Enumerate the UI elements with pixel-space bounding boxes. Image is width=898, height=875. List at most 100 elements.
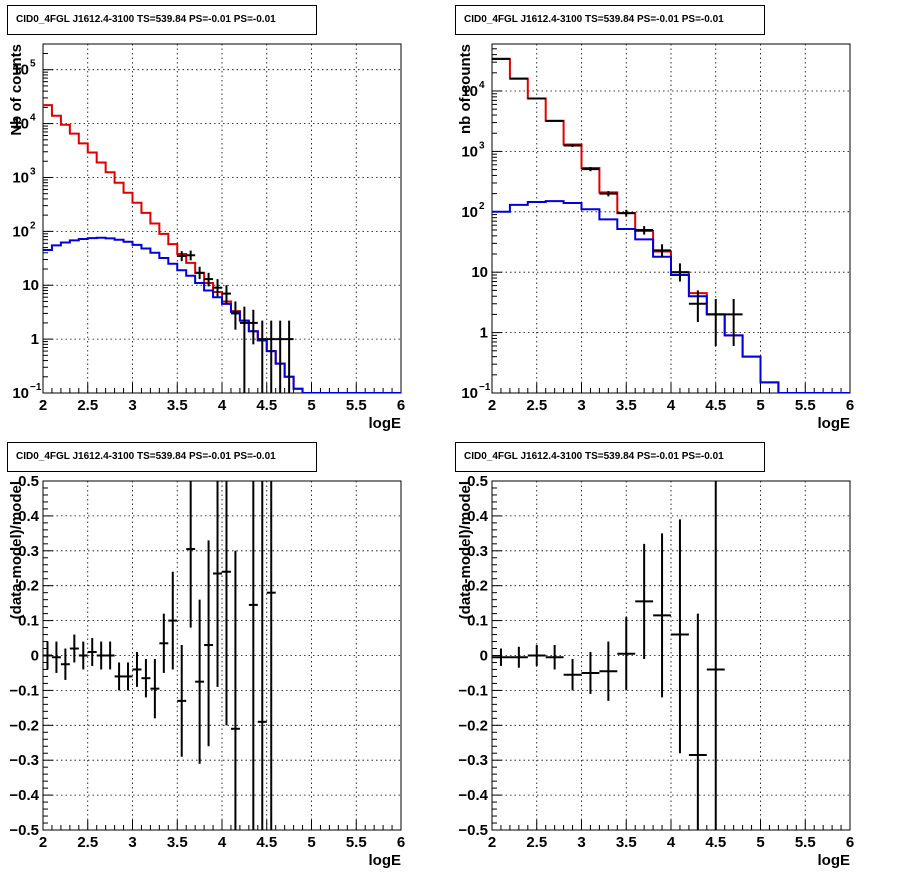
data-point (509, 77, 528, 80)
y-tick-label: 0.3 (467, 543, 488, 560)
data-point (635, 226, 654, 235)
y-tick-label: 0.4 (467, 508, 489, 525)
y-tick-label: 0.3 (18, 543, 39, 560)
data-point (509, 646, 528, 668)
data-point (266, 320, 276, 393)
x-tick-label: 4.5 (705, 834, 726, 851)
data-point (617, 209, 636, 217)
y-tick-label: 1 (31, 331, 39, 348)
x-tick-label: 2 (488, 834, 496, 851)
series-blue-histogram (492, 200, 850, 393)
data-point (581, 167, 600, 172)
x-tick-label: 2 (39, 834, 47, 851)
plot-frame (491, 43, 851, 394)
x-tick-label: 4.5 (256, 397, 277, 414)
data-point (284, 320, 294, 393)
data-point (204, 272, 214, 287)
data-point (222, 285, 231, 304)
data-point (545, 119, 564, 122)
data-point (688, 290, 707, 322)
x-tick-label: 5 (756, 397, 764, 414)
y-tick-label: 0.1 (18, 613, 39, 630)
x-tick-label: 5 (307, 834, 315, 851)
y-tick-label: −0.1 (458, 682, 488, 699)
x-tick-label: 2 (488, 397, 496, 414)
data-point (177, 251, 187, 262)
data-point (527, 97, 546, 100)
data-point (51, 641, 61, 673)
x-tick-label: 3.5 (616, 834, 637, 851)
data-point (60, 648, 70, 680)
x-tick-label: 6 (846, 834, 854, 851)
y-tick-exponent: 5 (30, 59, 36, 70)
x-tick-label: 2.5 (77, 397, 98, 414)
y-tick-label: 0.5 (18, 473, 39, 490)
y-tick-label: −0.3 (458, 752, 488, 769)
x-tick-label: 6 (397, 834, 405, 851)
x-tick-label: 3 (577, 834, 585, 851)
y-tick-label: −0.1 (9, 682, 39, 699)
panel-2-title: CID0_4FGL J1612.4-3100 TS=539.84 PS=-0.0… (455, 5, 765, 35)
x-tick-label: 3.5 (167, 834, 188, 851)
data-point (671, 519, 689, 754)
data-point (132, 652, 142, 687)
x-tick-label: 4 (667, 834, 676, 851)
data-point (581, 652, 600, 694)
data-point (69, 634, 79, 663)
x-axis-title: logE (369, 852, 402, 869)
x-tick-label: 5.5 (795, 834, 816, 851)
x-tick-label: 2.5 (526, 397, 547, 414)
series-red-histogram (492, 57, 850, 393)
data-point (688, 613, 707, 830)
series-blue-histogram (43, 236, 401, 393)
panel-1-title: CID0_4FGL J1612.4-3100 TS=539.84 PS=-0.0… (7, 5, 317, 35)
y-tick-label: 0 (480, 648, 488, 665)
panel-4-title: CID0_4FGL J1612.4-3100 TS=539.84 PS=-0.0… (455, 442, 765, 472)
x-tick-label: 4.5 (705, 397, 726, 414)
y-tick-label: 0.1 (467, 613, 488, 630)
y-axis-title: nb of counts (457, 44, 474, 134)
y-tick-label: 10 (22, 277, 39, 294)
data-point (275, 320, 285, 393)
chart-panel-4: 2 2.5 3 3.5 4 4.5 5 5.5 6 −0.5 −0.4 −0.3 −0.2 −0.1 0 0.… (457, 473, 854, 869)
x-axis-title: logE (369, 415, 402, 432)
x-tick-label: 6 (846, 397, 854, 414)
data-point (706, 481, 725, 830)
x-tick-label: 4 (218, 834, 227, 851)
data-point (257, 320, 267, 393)
x-axis-title: logE (818, 852, 851, 869)
y-tick-label: −0.5 (458, 822, 488, 839)
data-point (563, 144, 582, 148)
y-tick-exponent: 4 (479, 80, 485, 91)
y-tick-label: 10 (12, 169, 29, 186)
plot-frame (42, 43, 402, 394)
data-point (177, 645, 187, 757)
data-point (114, 662, 124, 691)
y-axis-title: Nb of counts (8, 44, 25, 136)
data-point (141, 658, 151, 698)
x-tick-label: 5 (307, 397, 315, 414)
y-tick-label: 10 (12, 116, 29, 133)
data-point (492, 57, 510, 60)
y-tick-label: 10 (12, 385, 29, 402)
data-point (78, 641, 88, 670)
chart-panel-3: 2 2.5 3 3.5 4 4.5 5 5.5 6 −0.5 −0.4 −0.3 −0.2 −0.1 0 0.… (8, 473, 405, 869)
plot-data (43, 481, 276, 830)
x-tick-label: 4.5 (256, 834, 277, 851)
data-point (545, 645, 564, 670)
y-tick-label: 10 (471, 264, 488, 281)
y-tick-label: −0.2 (458, 717, 488, 734)
plot-data (492, 57, 850, 393)
data-point (186, 481, 196, 628)
x-tick-label: 5.5 (795, 397, 816, 414)
y-tick-exponent: 3 (30, 166, 36, 177)
x-tick-label: 2.5 (526, 834, 547, 851)
y-tick-label: −0.5 (9, 822, 39, 839)
y-tick-label: 10 (12, 62, 29, 79)
data-point (653, 244, 671, 257)
y-axis-title: (data-model)/model (8, 481, 25, 619)
y-tick-label: −0.2 (9, 717, 39, 734)
x-tick-label: 2 (39, 397, 47, 414)
y-tick-exponent: −1 (479, 382, 491, 393)
